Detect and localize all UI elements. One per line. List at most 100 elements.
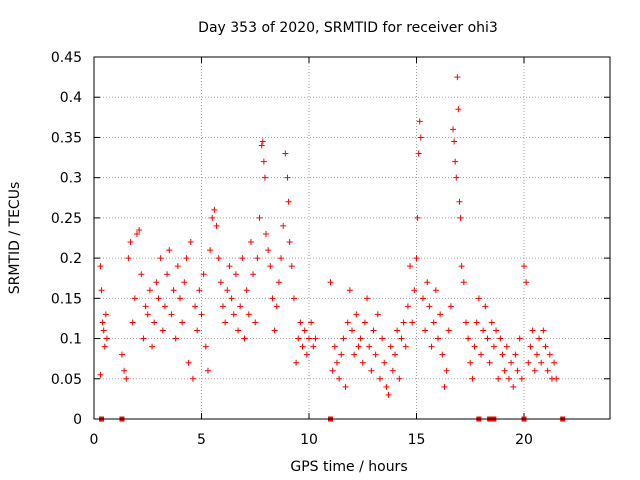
data-point bbox=[383, 383, 390, 390]
data-point bbox=[226, 263, 233, 270]
plot-frame bbox=[93, 56, 611, 420]
data-point bbox=[414, 214, 421, 221]
y-tick-labels: 0 0.05 0.1 0.15 0.2 0.25 0.3 0.35 0.4 0.45 bbox=[51, 50, 82, 428]
data-point bbox=[224, 287, 231, 294]
data-point bbox=[140, 335, 147, 342]
y-tick-label: 0.25 bbox=[51, 211, 82, 227]
data-point bbox=[493, 327, 500, 334]
data-point bbox=[450, 126, 457, 133]
x-tick-label: 0 bbox=[90, 432, 99, 448]
data-point bbox=[458, 263, 465, 270]
data-point bbox=[329, 367, 336, 374]
data-point bbox=[121, 367, 128, 374]
y-tick-label: 0.2 bbox=[60, 251, 82, 267]
data-point bbox=[400, 319, 407, 326]
data-point bbox=[161, 303, 168, 310]
x-tick-label: 5 bbox=[197, 432, 206, 448]
data-point bbox=[261, 174, 268, 181]
data-point bbox=[508, 359, 515, 366]
data-point bbox=[207, 247, 214, 254]
data-point bbox=[453, 174, 460, 181]
data-point bbox=[457, 214, 464, 221]
data-point bbox=[232, 271, 239, 278]
data-point bbox=[164, 271, 171, 278]
data-point bbox=[411, 287, 418, 294]
data-point bbox=[303, 351, 310, 358]
data-point bbox=[331, 343, 338, 350]
data-point bbox=[503, 343, 510, 350]
data-point bbox=[471, 343, 478, 350]
data-point bbox=[389, 367, 396, 374]
data-point bbox=[131, 295, 138, 302]
data-point bbox=[282, 150, 289, 157]
data-point bbox=[551, 359, 558, 366]
data-point bbox=[462, 319, 469, 326]
data-point bbox=[344, 319, 351, 326]
data-point bbox=[299, 343, 306, 350]
data-point bbox=[101, 343, 108, 350]
data-point bbox=[263, 230, 269, 237]
data-point bbox=[505, 375, 512, 382]
y-tick-label: 0.15 bbox=[51, 291, 82, 307]
data-point bbox=[138, 271, 145, 278]
data-point bbox=[97, 263, 104, 270]
y-tick-label: 0.4 bbox=[60, 90, 82, 106]
data-point bbox=[293, 359, 300, 366]
data-point bbox=[312, 335, 319, 342]
data-point bbox=[198, 311, 205, 318]
data-point bbox=[217, 279, 224, 286]
data-point bbox=[177, 295, 183, 302]
data-point bbox=[376, 375, 383, 382]
y-tick-label: 0.35 bbox=[51, 130, 82, 146]
grid-lines bbox=[94, 57, 610, 419]
data-point bbox=[381, 359, 388, 366]
data-point bbox=[146, 287, 153, 294]
data-point bbox=[259, 138, 266, 145]
data-point bbox=[295, 335, 302, 342]
data-point bbox=[447, 303, 454, 310]
data-point bbox=[179, 319, 186, 326]
data-point bbox=[297, 319, 304, 326]
data-point bbox=[407, 263, 414, 270]
data-point bbox=[254, 255, 261, 262]
data-point bbox=[454, 74, 461, 81]
data-point bbox=[439, 351, 446, 358]
data-point bbox=[364, 295, 371, 302]
data-point bbox=[349, 327, 355, 334]
data-point bbox=[501, 367, 508, 374]
data-point bbox=[194, 327, 201, 334]
data-point bbox=[435, 335, 441, 342]
data-point bbox=[241, 335, 248, 342]
data-point bbox=[245, 311, 252, 318]
data-point bbox=[151, 319, 158, 326]
data-point bbox=[396, 375, 403, 382]
data-point bbox=[452, 158, 459, 165]
data-point bbox=[469, 375, 476, 382]
data-point bbox=[482, 303, 489, 310]
data-point bbox=[525, 359, 532, 366]
data-point bbox=[211, 206, 218, 213]
data-point bbox=[273, 303, 280, 310]
data-point bbox=[456, 198, 463, 205]
data-point bbox=[451, 138, 458, 145]
data-point bbox=[536, 335, 543, 342]
data-point bbox=[228, 295, 235, 302]
data-point bbox=[480, 327, 487, 334]
data-point bbox=[102, 311, 109, 318]
data-point bbox=[518, 375, 525, 382]
data-point bbox=[284, 174, 291, 181]
data-point bbox=[310, 343, 317, 350]
data-point bbox=[149, 343, 156, 350]
data-point bbox=[260, 158, 267, 165]
data-point bbox=[512, 351, 519, 358]
data-point bbox=[372, 351, 379, 358]
data-point bbox=[278, 255, 285, 262]
data-point bbox=[202, 343, 209, 350]
data-point bbox=[187, 239, 194, 246]
data-point bbox=[336, 375, 343, 382]
data-point bbox=[516, 335, 523, 342]
data-point bbox=[415, 150, 422, 157]
data-point bbox=[409, 319, 416, 326]
